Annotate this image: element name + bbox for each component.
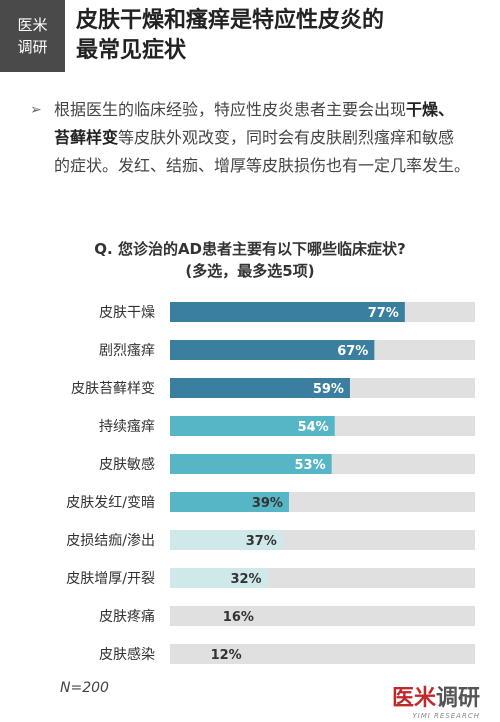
category-label: 剧烈瘙痒 — [99, 342, 155, 359]
logo-text-2: 调研 — [435, 686, 480, 711]
logo-subtitle: YIMI RESEARCH — [412, 712, 480, 720]
question-line1: Q. 您诊治的AD患者主要有以下哪些临床症状? — [94, 240, 406, 258]
data-label: 53% — [295, 458, 326, 473]
category-label: 皮肤增厚/开裂 — [66, 571, 155, 587]
category-label: 皮肤干燥 — [99, 305, 155, 321]
data-label: 67% — [337, 344, 368, 359]
bar-track — [170, 606, 475, 626]
logo-text-1: 医米 — [391, 686, 436, 711]
data-label: 77% — [368, 306, 399, 321]
category-label: 皮肤敏感 — [99, 456, 155, 473]
data-label: 16% — [223, 610, 254, 625]
category-label: 皮肤发红/变暗 — [66, 495, 155, 511]
bullet-bold: 干燥、苔藓样变 — [54, 100, 455, 147]
bar — [170, 416, 335, 436]
data-label: 37% — [246, 534, 277, 549]
chart-question: Q. 您诊治的AD患者主要有以下哪些临床症状? (多选，最多选5项) — [0, 238, 500, 282]
logo: 医米调研 YIMI RESEARCH — [392, 680, 480, 720]
header-badge: 医米 调研 — [0, 0, 65, 72]
bar — [170, 530, 283, 550]
bullet-text-1: 根据医生的临床经验，特应性皮炎患者主要会出现 — [54, 100, 407, 119]
bar — [170, 340, 375, 360]
data-label: 32% — [230, 572, 261, 587]
data-label: 54% — [298, 420, 329, 435]
title-line1: 皮肤干燥和瘙痒是特应性皮炎的 — [76, 8, 385, 33]
bullet-paragraph: ➢ 根据医生的临床经验，特应性皮炎患者主要会出现干燥、苔藓样变等皮肤外观改变，同… — [30, 96, 470, 180]
bar — [170, 644, 207, 664]
badge-line1: 医米 — [17, 16, 48, 34]
bar — [170, 606, 219, 626]
category-label: 皮肤感染 — [99, 646, 155, 663]
title-line2: 最常见症状 — [76, 38, 187, 63]
category-label: 持续瘙痒 — [99, 418, 155, 435]
bullet-text-2: 等皮肤外观改变，同时会有皮肤剧烈瘙痒和敏感的症状。发红、结痂、增厚等皮肤损伤也有… — [54, 128, 471, 175]
bar-chart: 皮肤干燥 77% 剧烈瘙痒 67% 皮肤苔藓样变 59% 持续瘙痒 54% 皮肤敏感 53% 皮肤发… — [66, 302, 475, 664]
bullet-arrow-icon: ➢ — [30, 102, 42, 118]
badge-line2: 调研 — [17, 38, 48, 56]
category-label: 皮肤疼痛 — [99, 608, 155, 625]
bullet-text: 根据医生的临床经验，特应性皮炎患者主要会出现干燥、苔藓样变等皮肤外观改变，同时会… — [54, 96, 470, 180]
question-line2: (多选，最多选5项) — [185, 262, 315, 280]
bar — [170, 568, 268, 588]
bar — [170, 454, 332, 474]
bar — [170, 492, 289, 512]
category-label: 皮损结痂/渗出 — [66, 533, 155, 549]
page-title: 皮肤干燥和瘙痒是特应性皮炎的 最常见症状 — [76, 6, 496, 66]
bar — [170, 302, 405, 322]
sample-size: N=200 — [60, 680, 109, 696]
data-label: 12% — [211, 648, 242, 663]
bar — [170, 378, 350, 398]
bar-track — [170, 644, 475, 664]
data-label: 59% — [313, 382, 344, 397]
category-label: 皮肤苔藓样变 — [71, 380, 155, 397]
data-label: 39% — [252, 496, 283, 511]
